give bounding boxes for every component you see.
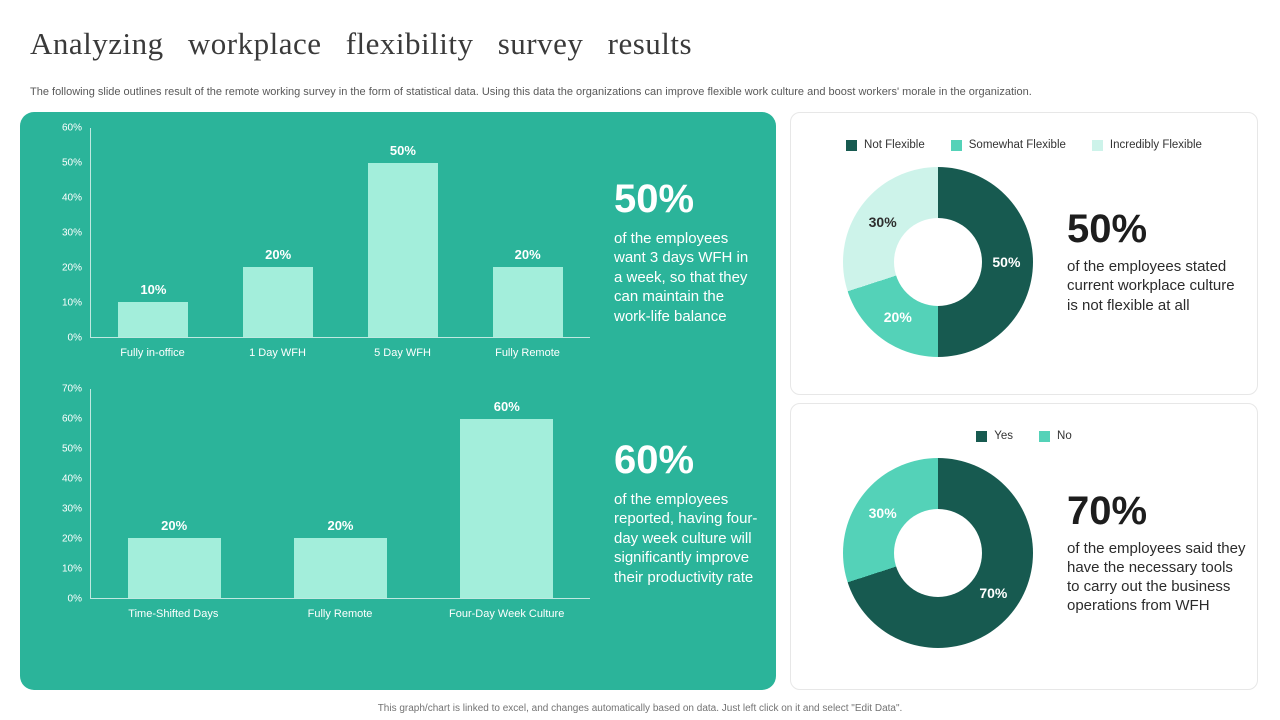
donut-segment-label: 30% — [868, 504, 897, 521]
x-axis-label: 5 Day WFH — [374, 347, 431, 359]
stat-block: 70% of the employees said they have the … — [1067, 491, 1249, 616]
y-axis-tick: 20% — [61, 262, 82, 274]
bar — [460, 418, 554, 598]
x-axis-label: Time-Shifted Days — [128, 608, 219, 620]
y-axis-tick: 30% — [61, 227, 82, 239]
plot-area: 10% 20% 50% 20% — [90, 128, 590, 338]
donut-segment-label: 70% — [979, 585, 1008, 602]
legend-label: Incredibly Flexible — [1109, 139, 1202, 151]
legend: Not Flexible Somewhat Flexible Incredibly … — [791, 139, 1257, 151]
stat-block: 50% of the employees stated current work… — [1067, 209, 1249, 315]
bar-value-label: 20% — [514, 247, 541, 263]
y-axis-tick: 60% — [61, 122, 82, 134]
page-title: Analyzing workplace flexibility survey r… — [30, 26, 693, 61]
bar — [118, 302, 189, 337]
donut-chart: 70% 30% — [843, 458, 1033, 648]
y-axis-tick: 70% — [61, 383, 82, 395]
x-axis-label: Fully Remote — [495, 347, 560, 359]
stat-text: of the employees want 3 days WFH in a we… — [614, 229, 749, 325]
y-axis-tick: 30% — [61, 503, 82, 515]
bar-value-label: 20% — [327, 518, 354, 534]
stat-value: 50% — [1067, 207, 1148, 252]
legend-item: Yes — [976, 430, 1013, 442]
axis-spacer — [40, 338, 90, 359]
legend-label: Not Flexible — [864, 139, 925, 151]
legend-label: No — [1057, 430, 1072, 442]
legend: Yes No — [791, 430, 1257, 442]
y-axis-tick: 50% — [61, 157, 82, 169]
x-axis-label: Four-Day Week Culture — [449, 608, 565, 620]
bar-value-label: 50% — [389, 142, 416, 158]
stat-value: 50% — [614, 176, 695, 221]
wfh-tools-donut-card[interactable]: Yes No 70% 30% 70% of the employees said t… — [790, 403, 1258, 690]
x-labels: Time-Shifted Days Fully Remote Four-Day We… — [90, 608, 590, 620]
bar — [243, 267, 314, 337]
bar-charts-panel[interactable]: 0% 10% 20% 30% 40% 50% 60% 10% 20% 50% 20% Fully … — [20, 112, 776, 690]
bar-value-label: 20% — [265, 247, 292, 263]
chart: 0% 10% 20% 30% 40% 50% 60% 10% 20% 50% 20% Fully … — [40, 123, 590, 359]
stat-value: 70% — [1067, 488, 1148, 533]
four-day-week-bar-chart[interactable]: 0% 10% 20% 30% 40% 50% 60% 70% 20% 20% 60% Time-S… — [40, 384, 758, 621]
y-axis-tick: 0% — [67, 593, 82, 605]
legend-swatch — [846, 139, 858, 151]
x-labels: Fully in-office 1 Day WFH 5 Day WFH Fully R… — [90, 347, 590, 359]
edit-data-note: This graph/chart is linked to excel, and… — [377, 703, 903, 714]
stat-text: of the employees reported, having four-d… — [614, 490, 758, 586]
bar-column: 10% — [91, 128, 216, 337]
bar — [127, 538, 221, 598]
stat-value: 60% — [614, 437, 695, 482]
donut-segment-label: 30% — [868, 213, 897, 230]
bar-column: 60% — [424, 389, 590, 598]
legend-swatch — [950, 139, 962, 151]
x-axis-label: 1 Day WFH — [249, 347, 306, 359]
legend-swatch — [976, 430, 988, 442]
y-axis-tick: 0% — [67, 332, 82, 344]
legend-item: Not Flexible — [846, 139, 925, 151]
y-axis-tick: 40% — [61, 473, 82, 485]
bar-value-label: 60% — [493, 398, 520, 414]
bar-column: 20% — [257, 389, 423, 598]
page-subtitle: The following slide outlines result of t… — [30, 86, 1032, 98]
plot-area: 20% 20% 60% — [90, 389, 590, 599]
flexibility-donut-card[interactable]: Not Flexible Somewhat Flexible Incredibly … — [790, 112, 1258, 395]
legend-item: Incredibly Flexible — [1091, 139, 1202, 151]
y-axis-tick: 10% — [61, 563, 82, 575]
y-axis-tick: 60% — [61, 413, 82, 425]
x-axis-label: Fully in-office — [120, 347, 185, 359]
legend-item: Somewhat Flexible — [950, 139, 1066, 151]
y-axis-tick: 10% — [61, 297, 82, 309]
y-axis-tick: 50% — [61, 443, 82, 455]
bar-column: 50% — [341, 128, 466, 337]
x-axis-label: Fully Remote — [307, 608, 373, 620]
bar-column: 20% — [465, 128, 590, 337]
legend-label: Somewhat Flexible — [968, 139, 1066, 151]
wfh-days-bar-chart[interactable]: 0% 10% 20% 30% 40% 50% 60% 10% 20% 50% 20% Fully … — [40, 123, 758, 360]
bar — [367, 162, 438, 337]
donut-chart: 50% 20% 30% — [843, 167, 1033, 357]
stat-block: 60% of the employees reported, having fo… — [614, 440, 758, 588]
bar — [293, 538, 388, 598]
bar — [492, 267, 563, 337]
legend-swatch — [1091, 139, 1103, 151]
chart: 0% 10% 20% 30% 40% 50% 60% 70% 20% 20% 60% Time-S… — [40, 384, 590, 620]
axis-spacer — [40, 599, 90, 620]
bar-column: 20% — [216, 128, 341, 337]
donut-segment-label: 20% — [883, 309, 912, 326]
y-axis-tick: 40% — [61, 192, 82, 204]
stat-block: 50% of the employees want 3 days WFH in … — [614, 179, 758, 327]
y-axis: 0% 10% 20% 30% 40% 50% 60% 70% — [40, 384, 90, 605]
donut-segment-label: 50% — [992, 254, 1021, 270]
legend-swatch — [1039, 430, 1051, 442]
legend-label: Yes — [994, 430, 1014, 442]
bar-value-label: 10% — [140, 282, 167, 298]
stat-text: of the employees stated current workplac… — [1067, 258, 1235, 314]
y-axis-tick: 20% — [61, 533, 82, 545]
y-axis: 0% 10% 20% 30% 40% 50% 60% — [40, 123, 90, 344]
legend-item: No — [1039, 430, 1072, 442]
bar-value-label: 20% — [161, 518, 188, 534]
bar-column: 20% — [91, 389, 257, 598]
stat-text: of the employees said they have the nece… — [1067, 539, 1246, 615]
